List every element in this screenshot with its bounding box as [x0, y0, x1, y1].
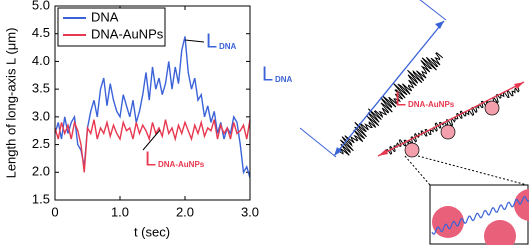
y-tick-label: 4.0 — [32, 53, 50, 68]
annotation-pointer — [142, 129, 161, 151]
length-arrow — [333, 20, 445, 157]
legend-label: DNA-AuNPs — [91, 26, 164, 41]
length-arrow — [377, 81, 525, 157]
x-axis-title: t (sec) — [134, 224, 170, 239]
legend-label: DNA — [91, 9, 119, 24]
extension-line — [419, 0, 447, 21]
annotation-sub: DNA-AuNPs — [158, 160, 205, 169]
x-tick-label: 2.0 — [176, 204, 194, 219]
annotation: L — [206, 30, 217, 52]
bead-cluster — [440, 124, 456, 140]
annotation-pointer — [184, 39, 205, 43]
y-tick-label: 1.5 — [32, 191, 50, 206]
y-tick-label: 5.0 — [32, 0, 50, 12]
arrow-head — [435, 21, 444, 29]
y-tick-label: 3.0 — [32, 108, 50, 123]
nanoparticle — [484, 220, 516, 245]
diagram-label-sub: DNA-AuNPs — [408, 100, 455, 109]
annotation: L — [145, 148, 156, 170]
diagram — [299, 0, 529, 245]
bead-cluster — [484, 100, 500, 116]
inset-strand — [431, 196, 529, 236]
arrow-head — [378, 149, 388, 156]
diagram-label-sub: DNA — [275, 75, 293, 84]
extension-line — [299, 127, 337, 158]
y-axis-title: Length of long-axis L (μm) — [3, 28, 18, 179]
x-tick-label: 1.0 — [111, 204, 129, 219]
x-tick-label: 3.0 — [241, 204, 259, 219]
zoom-line — [404, 155, 431, 186]
y-tick-label: 2.0 — [32, 164, 50, 179]
diagram-label: L — [262, 63, 273, 85]
plot-frame — [54, 5, 251, 201]
y-tick-label: 4.5 — [32, 25, 50, 40]
bead-cluster — [404, 142, 420, 158]
y-tick-label: 3.5 — [32, 81, 50, 96]
arrow-head — [514, 82, 524, 89]
x-tick-label: 0 — [51, 204, 58, 219]
zoom-line — [417, 155, 528, 186]
arrow-head — [334, 147, 342, 156]
annotation-sub: DNA — [219, 42, 237, 51]
legend-box — [57, 7, 166, 47]
diagram-label: L — [395, 88, 406, 110]
y-tick-label: 2.5 — [32, 136, 50, 151]
data-line — [54, 119, 251, 173]
